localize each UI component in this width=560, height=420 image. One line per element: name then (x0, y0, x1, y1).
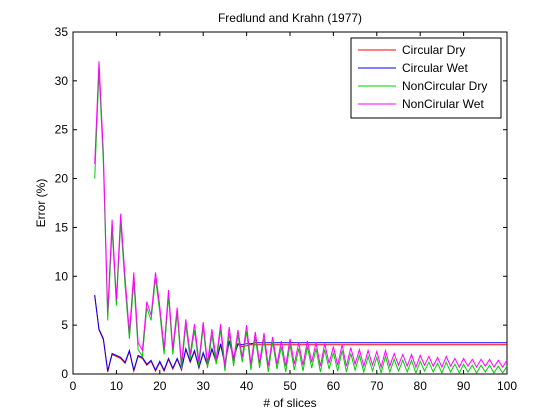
legend: Circular Dry Circular Wet NonCircular Dry N… (351, 38, 501, 118)
y-tick-label: 20 (55, 172, 69, 186)
y-tick-label: 10 (55, 269, 69, 283)
legend-label-circular-dry: Circular Dry (402, 43, 465, 57)
x-tick-label: 20 (153, 379, 167, 393)
y-tick-label: 30 (55, 74, 69, 88)
y-tick-label: 0 (61, 367, 68, 381)
x-tick-label: 90 (457, 379, 471, 393)
x-tick-label: 0 (70, 379, 77, 393)
legend-label-noncirular-wet: NonCirular Wet (402, 97, 484, 111)
x-tick-label: 10 (110, 379, 124, 393)
legend-label-circular-wet: Circular Wet (402, 61, 468, 75)
x-axis-label: # of slices (263, 396, 316, 410)
x-tick-label: 40 (240, 379, 254, 393)
x-tick-label: 60 (327, 379, 341, 393)
chart-title: Fredlund and Krahn (1977) (218, 11, 362, 25)
x-tick-label: 50 (283, 379, 297, 393)
y-tick-label: 35 (55, 25, 69, 39)
x-tick-label: 30 (197, 379, 211, 393)
x-tick-label: 100 (497, 379, 517, 393)
x-tick-label: 80 (414, 379, 428, 393)
y-tick-label: 5 (61, 318, 68, 332)
y-tick-label: 25 (55, 123, 69, 137)
y-tick-label: 15 (55, 220, 69, 234)
x-tick-label: 70 (370, 379, 384, 393)
y-axis-label: Error (%) (34, 179, 48, 228)
legend-label-noncircular-dry: NonCircular Dry (402, 79, 487, 93)
